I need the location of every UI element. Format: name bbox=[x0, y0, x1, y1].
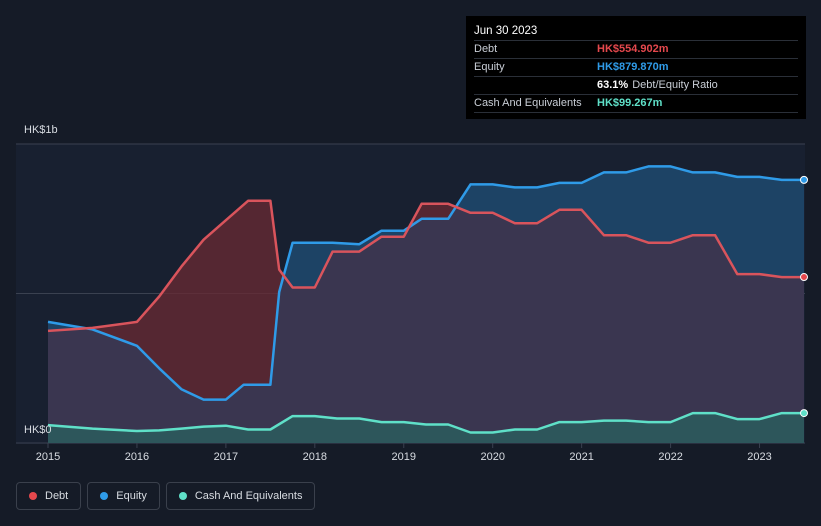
legend-item-equity[interactable]: Equity bbox=[87, 482, 160, 510]
tooltip-ratio-note: Debt/Equity Ratio bbox=[632, 79, 718, 91]
x-tick-label: 2021 bbox=[569, 451, 594, 463]
cash-line bbox=[47, 411, 804, 434]
data-tooltip: Jun 30 2023 Debt HK$554.902m Equity HK$8… bbox=[466, 16, 806, 119]
equity-line bbox=[47, 165, 804, 401]
tooltip-label bbox=[474, 77, 597, 94]
debt-end-marker bbox=[800, 273, 808, 282]
tooltip-row-debt: Debt HK$554.902m bbox=[474, 40, 798, 58]
tooltip-row-cash: Cash And Equivalents HK$99.267m bbox=[474, 94, 798, 113]
tooltip-value: HK$99.267m bbox=[597, 97, 663, 109]
x-tick-label: 2018 bbox=[302, 451, 328, 463]
tooltip-date: Jun 30 2023 bbox=[474, 25, 538, 37]
cash-area bbox=[48, 413, 804, 443]
tooltip-row-equity: Equity HK$879.870m bbox=[474, 58, 798, 76]
tooltip-value: HK$554.902m bbox=[597, 43, 669, 55]
x-tick-label: 2015 bbox=[35, 451, 61, 463]
tooltip-value: HK$879.870m bbox=[597, 61, 669, 73]
x-tick-label: 2022 bbox=[658, 451, 683, 463]
legend-label: Equity bbox=[116, 490, 147, 502]
x-tick-label: 2023 bbox=[747, 451, 772, 463]
marker-layer bbox=[800, 175, 808, 418]
series-layer bbox=[47, 165, 804, 443]
x-tick-label: 2020 bbox=[480, 451, 505, 463]
y-axis-bottom-label: HK$0 bbox=[24, 424, 52, 436]
overlap-area bbox=[48, 207, 804, 443]
cash-dot-icon bbox=[178, 492, 187, 500]
legend-item-debt[interactable]: Debt bbox=[16, 482, 82, 510]
tooltip-value: 63.1% bbox=[597, 79, 629, 91]
y-axis-top-label: HK$1b bbox=[24, 124, 58, 136]
legend-label: Debt bbox=[45, 490, 69, 502]
equity-end-marker bbox=[800, 175, 808, 184]
tooltip-label: Cash And Equivalents bbox=[474, 97, 582, 109]
debt-line bbox=[47, 199, 804, 333]
tooltip-row-ratio: 63.1% Debt/Equity Ratio bbox=[474, 76, 798, 94]
tooltip-label: Debt bbox=[474, 43, 498, 55]
legend-label: Cash And Equivalents bbox=[194, 490, 303, 502]
legend-item-cash[interactable]: Cash And Equivalents bbox=[165, 482, 316, 510]
x-tick-label: 2016 bbox=[124, 451, 150, 463]
chart-legend: Debt Equity Cash And Equivalents bbox=[16, 482, 316, 510]
debt-dot-icon bbox=[29, 492, 37, 500]
tooltip-label: Equity bbox=[474, 61, 505, 73]
x-tick-label: 2019 bbox=[391, 451, 416, 463]
equity-dot-icon bbox=[100, 492, 109, 500]
x-tick-label: 2017 bbox=[213, 451, 239, 463]
cash-end-marker bbox=[800, 409, 808, 418]
